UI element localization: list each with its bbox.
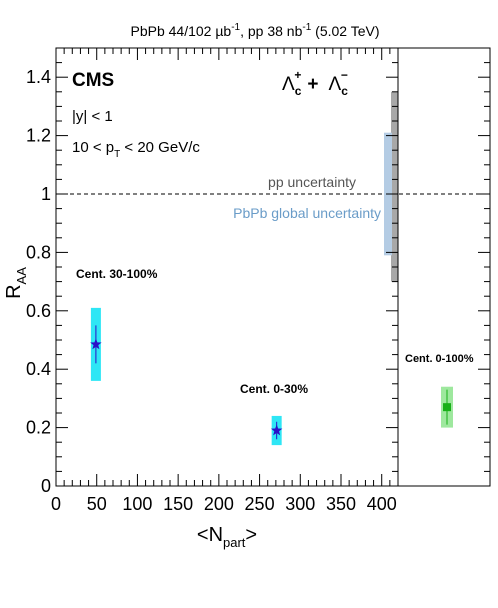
inclusive-data-point	[443, 403, 451, 412]
cent-0-100-label: Cent. 0-100%	[405, 353, 474, 365]
cent-0-30-label: Cent. 0-30%	[240, 382, 308, 396]
data-point-star-1	[270, 424, 283, 436]
rapidity-label: |y| < 1	[72, 108, 113, 125]
y-tick-label-7: 1.4	[26, 67, 51, 87]
x-tick-label-2: 100	[122, 494, 152, 514]
species-a-sup: +	[294, 68, 301, 82]
pt-range-post: < 20 GeV/c	[120, 139, 200, 156]
species-b-sub: c	[341, 84, 348, 98]
pp-uncertainty-label: pp uncertainty	[268, 174, 356, 190]
pt-range-sub: T	[114, 149, 120, 160]
cms-label: CMS	[72, 70, 114, 91]
lumi-header-pre: PbPb 44/102 µb	[130, 23, 231, 39]
x-axis-label-post: >	[245, 524, 257, 546]
species-b-sup: −	[341, 68, 348, 82]
y-tick-label-0: 0	[41, 476, 51, 496]
pt-range-label: 10 < pT < 20 GeV/c	[72, 139, 200, 160]
x-tick-label-3: 150	[163, 494, 193, 514]
y-axis-ticks: 0 0.2 0.4 0.6 0.8 1 1.2 1.4	[26, 47, 398, 496]
pbpb-uncertainty-label: PbPb global uncertainty	[233, 205, 381, 221]
lumi-header-post: (5.02 TeV)	[311, 23, 379, 39]
cent-30-100-label: Cent. 30-100%	[76, 267, 158, 281]
y-tick-label-4: 0.8	[26, 242, 51, 262]
species-b: Λ	[329, 74, 342, 95]
lumi-header-mid: , pp 38 nb	[240, 23, 302, 39]
y-axis-label: RAA	[3, 267, 29, 299]
data-point-star-0	[90, 338, 102, 350]
species-a-sub: c	[295, 84, 302, 98]
x-tick-label-0: 0	[51, 494, 61, 514]
y-tick-label-6: 1.2	[26, 126, 51, 146]
y-tick-label-1: 0.2	[26, 418, 51, 438]
data-marks	[90, 307, 453, 446]
lumi-header-sup1: -1	[231, 22, 240, 33]
pp-uncertainty-band	[391, 91, 398, 282]
x-tick-label-6: 300	[285, 494, 315, 514]
x-tick-label-5: 250	[245, 494, 275, 514]
y-axis-label-main: R	[3, 284, 25, 298]
species-a: Λ	[282, 74, 295, 95]
x-axis-label-sub: part	[223, 535, 246, 550]
side-axis-ticks	[478, 47, 490, 487]
y-tick-label-3: 0.6	[26, 301, 51, 321]
x-tick-label-4: 200	[204, 494, 234, 514]
species-plus: +	[307, 74, 318, 95]
x-tick-label-7: 350	[326, 494, 356, 514]
y-axis-label-sub: AA	[14, 267, 29, 285]
lumi-header: PbPb 44/102 µb-1, pp 38 nb-1 (5.02 TeV)	[130, 22, 379, 39]
y-tick-label-2: 0.4	[26, 359, 51, 379]
x-tick-label-8: 400	[367, 494, 397, 514]
x-axis-ticks: 0 50 100 150 200 250 300 350 400	[51, 48, 399, 514]
species-label: Λc+ + Λc−	[282, 68, 348, 98]
x-tick-label-1: 50	[87, 494, 107, 514]
pt-range-pre: 10 < p	[72, 139, 114, 156]
x-axis-label-pre: <N	[197, 524, 223, 546]
y-tick-label-5: 1	[41, 184, 51, 204]
lumi-header-sup2: -1	[302, 22, 311, 33]
x-axis-label: <Npart>	[197, 524, 257, 550]
